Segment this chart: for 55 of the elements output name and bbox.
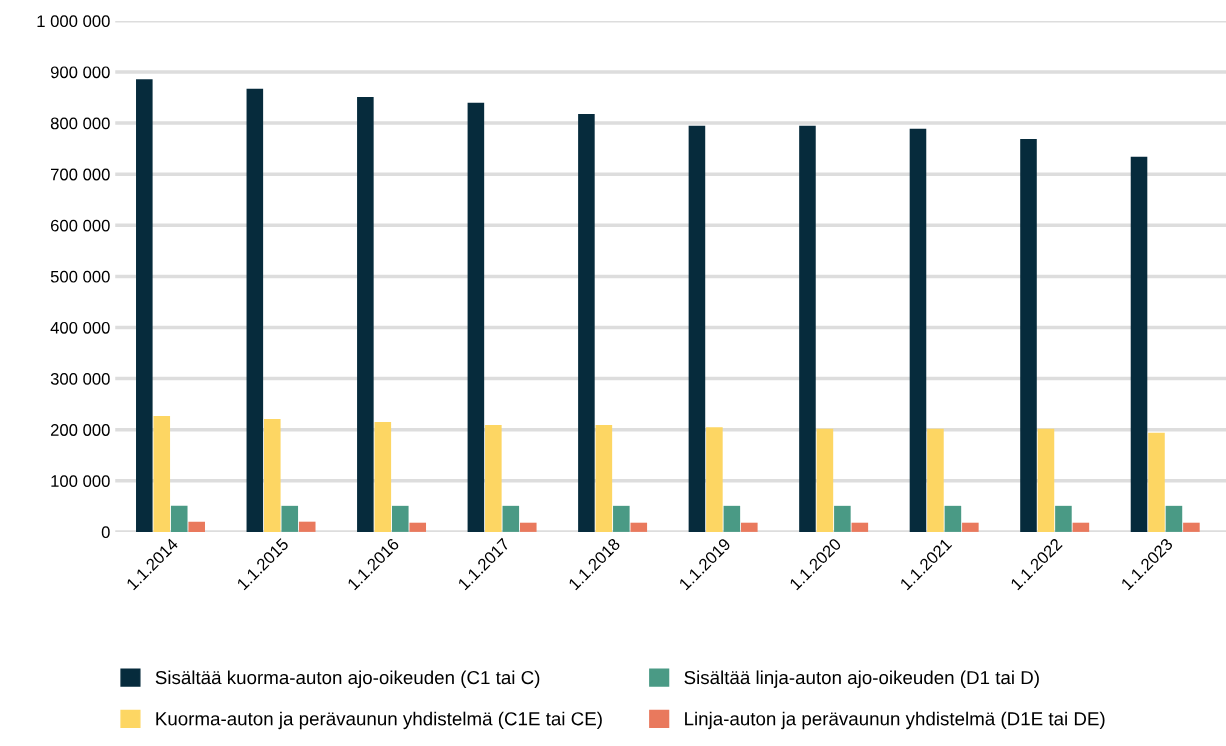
bar [909,128,927,532]
bar [927,428,944,532]
y-tick-label: 500 000 [50,270,110,283]
y-tick-label: 300 000 [50,373,110,385]
bar [281,505,299,532]
bar [136,79,153,532]
y-tick-label: 1 000 000 [37,15,110,28]
legend-label: Linja-auton ja perävaunun yhdistelmä (D1E tai DE) [685,711,1105,730]
bar [741,522,758,532]
bar [298,521,316,532]
bar [799,125,816,532]
bar [1055,505,1072,532]
bar [816,428,834,532]
bar [834,505,851,532]
y-tick-label: 100 000 [51,475,110,487]
bar [409,522,427,532]
bar [613,505,630,532]
bar [357,97,374,532]
bar [630,522,648,532]
bar [688,125,706,532]
bar [851,522,869,532]
bar [1130,156,1148,532]
bar [1165,505,1183,532]
legend-label: Sisältää kuorma-auton ajo-oikeuden (C1 tai C) [155,670,540,688]
bar [170,505,188,532]
bar [578,113,595,532]
bar [153,415,171,532]
bar [391,505,409,532]
bar [502,505,520,532]
bar [1037,428,1055,532]
bar [1148,432,1165,532]
bar [246,88,264,532]
y-tick-label: 0 [101,526,110,539]
y-tick-label: 700 000 [51,168,110,181]
y-tick-label: 400 000 [50,321,110,334]
bar [723,505,741,532]
bar [1183,522,1200,532]
y-tick-label: 600 000 [50,219,110,232]
bar [519,522,537,532]
bar [595,425,613,532]
bar [944,505,962,532]
bar [264,418,281,532]
bar [1020,138,1037,532]
legend-label: Sisältää linja-auton ajo-oikeuden (D1 tai D) [684,670,1039,688]
bar [962,522,979,532]
bar [706,427,723,532]
y-tick-label: 900 000 [50,66,110,79]
bar [1072,522,1090,532]
bar [467,102,485,532]
legend-label: Kuorma-auton ja perävaunun yhdistelmä (C1E tai CE) [156,711,602,730]
bar [374,422,392,532]
bar [485,425,502,532]
y-tick-label: 200 000 [50,424,110,436]
y-tick-label: 800 000 [50,117,110,130]
bar [188,521,205,532]
